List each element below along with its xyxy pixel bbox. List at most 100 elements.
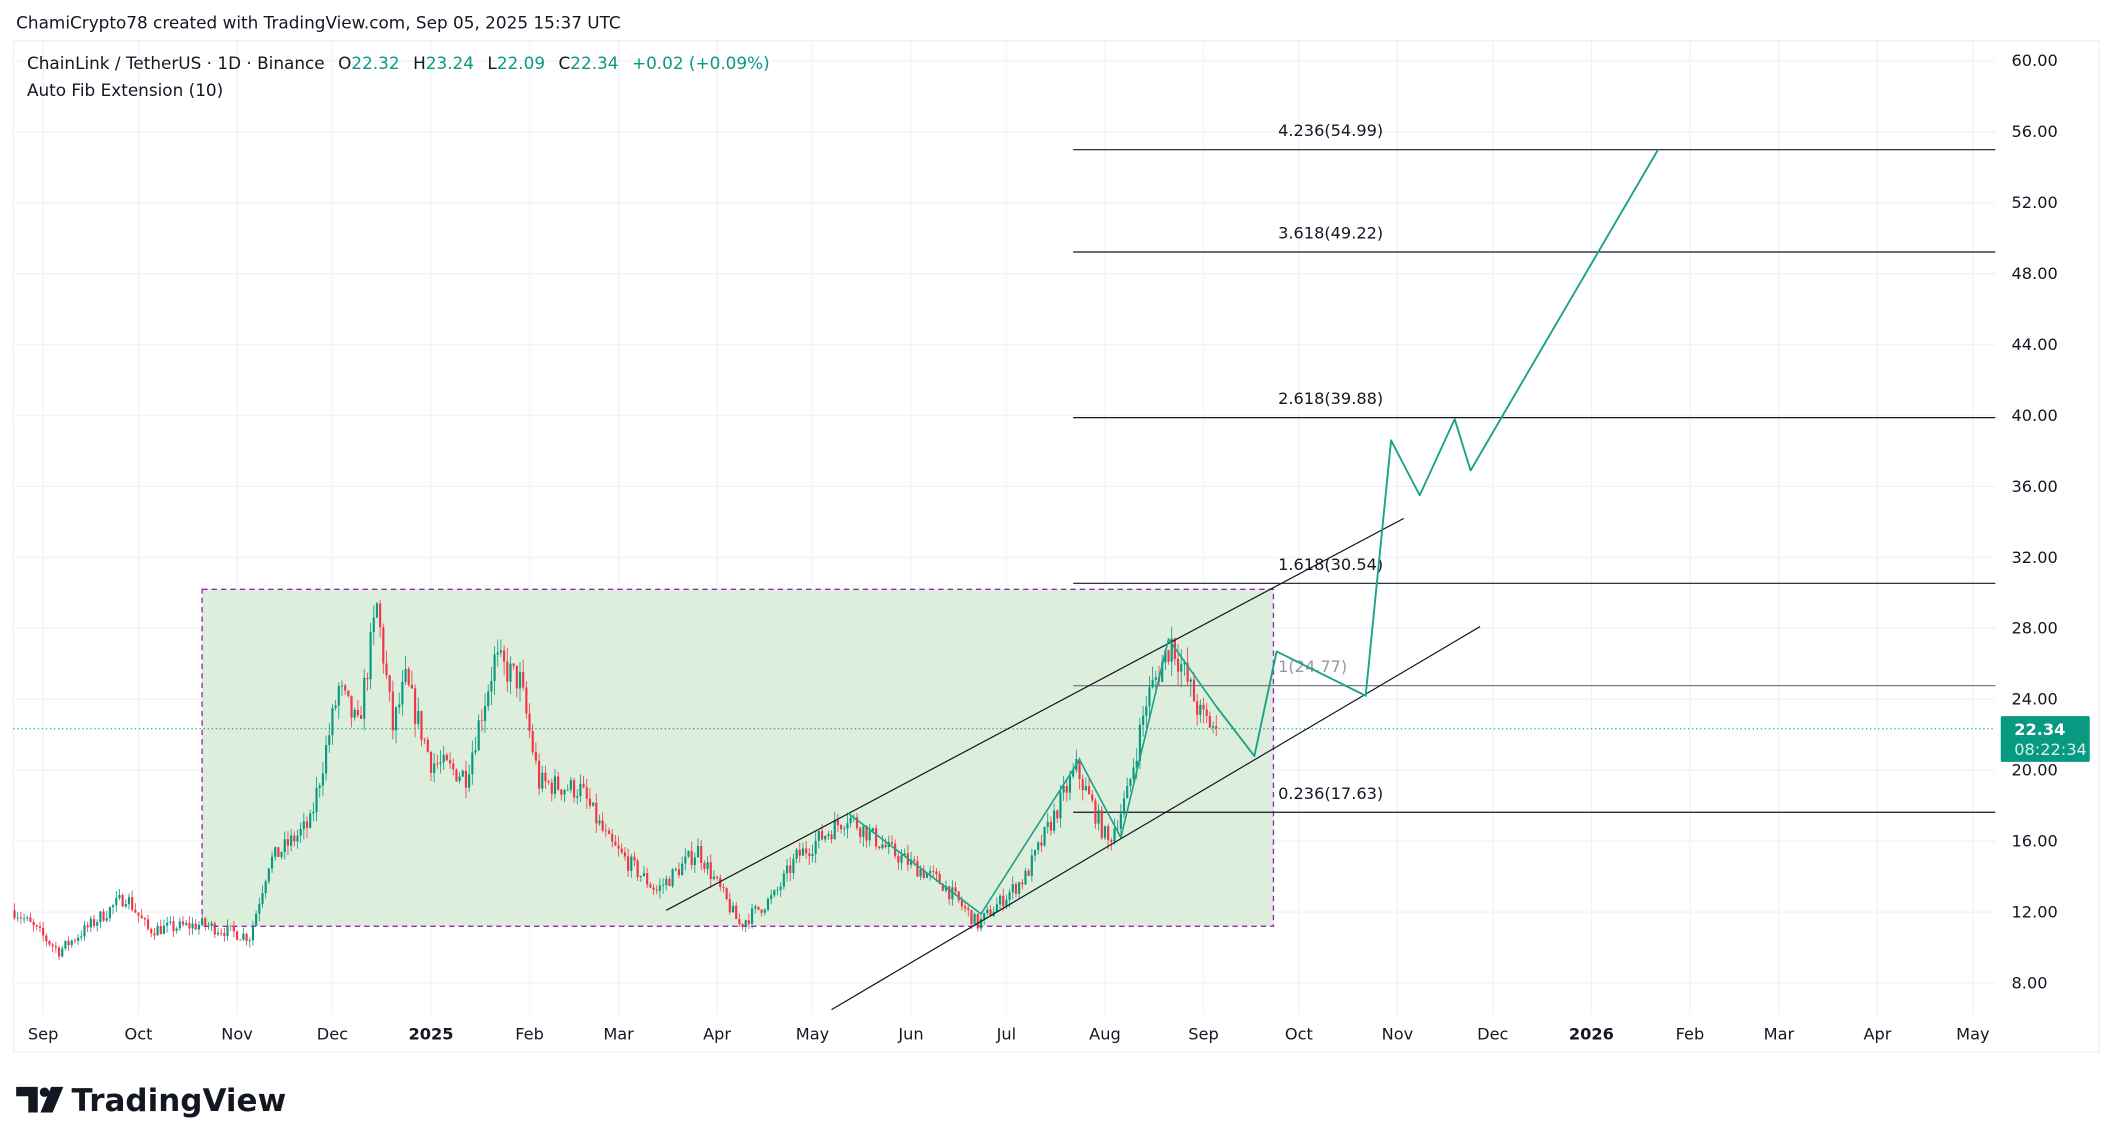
candle-body xyxy=(1126,786,1129,799)
candle-body xyxy=(824,835,827,840)
candle-down xyxy=(102,908,105,922)
candle-body xyxy=(677,869,681,876)
candle-body xyxy=(337,685,340,706)
candle-down xyxy=(1094,798,1097,829)
candle-body xyxy=(439,762,442,764)
candle-body xyxy=(436,763,439,765)
candle-body xyxy=(1084,786,1087,791)
candle-down xyxy=(607,827,611,835)
candle-body xyxy=(976,913,979,929)
candle-down xyxy=(820,823,824,841)
candle-body xyxy=(480,720,483,722)
candle-down xyxy=(620,843,623,855)
fib-level-label: 4.236(54.99) xyxy=(1278,121,1383,140)
candle-body xyxy=(242,933,245,940)
candle-body xyxy=(1211,726,1215,728)
candle-body xyxy=(261,893,264,904)
indicator-label[interactable]: Auto Fib Extension (10) xyxy=(27,80,223,100)
candle-body xyxy=(964,906,967,909)
candle-down xyxy=(627,848,630,877)
candle-body xyxy=(957,891,960,901)
channel-lower-line[interactable] xyxy=(831,626,1481,1011)
candle-down xyxy=(932,865,935,879)
candle-up xyxy=(264,879,267,899)
candle-up xyxy=(296,829,299,849)
candle-down xyxy=(235,930,239,941)
candle-body xyxy=(1008,892,1011,900)
candle-down xyxy=(131,890,134,912)
candle-body xyxy=(178,921,181,929)
candle-body xyxy=(1116,828,1119,830)
candle-down xyxy=(159,919,162,935)
bar-countdown: 08:22:34 xyxy=(2014,740,2087,759)
candle-body xyxy=(1148,687,1151,707)
candle-down xyxy=(808,848,811,866)
candle-up xyxy=(1037,841,1040,855)
candle-body xyxy=(588,798,592,806)
candle-down xyxy=(544,765,547,789)
tradingview-logo[interactable]: TradingView xyxy=(16,1083,286,1119)
time-tick-label: Apr xyxy=(1864,1025,1892,1044)
time-axis[interactable]: Sep Oct Nov Dec 2025 Feb Mar Apr May Jun Jul Aug Sep… xyxy=(28,1025,1990,1044)
candle-body xyxy=(671,869,674,886)
candle-down xyxy=(153,928,156,941)
fib-zigzag-path[interactable] xyxy=(846,638,1217,915)
fib-extension[interactable]: 4.236(54.99) 3.618(49.22) 2.618(39.88) 1.61… xyxy=(1073,121,1996,813)
candle-body xyxy=(468,774,471,788)
candle-body xyxy=(611,834,614,842)
price-axis[interactable]: 60.00 56.00 52.00 48.00 44.00 40.00 36.00 32.00… xyxy=(2012,51,2058,992)
candle-body xyxy=(633,856,636,861)
candle-body xyxy=(404,668,407,683)
candle-body xyxy=(499,650,503,653)
candle-body xyxy=(785,865,789,874)
candle-up xyxy=(1018,881,1021,899)
candle-body xyxy=(433,763,436,773)
close-value: 22.34 xyxy=(570,53,618,73)
time-tick-label: Dec xyxy=(1477,1025,1508,1044)
candle-body xyxy=(172,921,175,931)
time-tick-label: Feb xyxy=(1676,1025,1705,1044)
symbol-title: ChainLink / TetherUS · 1D · Binance xyxy=(27,53,325,73)
candle-body xyxy=(340,685,344,687)
price-tick-label: 24.00 xyxy=(2012,690,2058,709)
drawings[interactable] xyxy=(665,149,1659,1011)
candle-up xyxy=(16,912,19,922)
candle-up xyxy=(499,639,503,658)
candle-body xyxy=(1046,821,1049,827)
candle-body xyxy=(744,920,747,927)
range-box-rect[interactable] xyxy=(201,588,1275,927)
candle-body xyxy=(1040,842,1043,846)
candle-body xyxy=(805,848,808,854)
candle-up xyxy=(83,920,86,941)
projection-path[interactable] xyxy=(1215,149,1659,757)
candle-up xyxy=(979,914,983,932)
candle-body xyxy=(779,886,782,890)
candle-down xyxy=(967,905,970,917)
candle-up xyxy=(696,838,700,858)
candle-body xyxy=(1119,813,1122,829)
channel-upper-line[interactable] xyxy=(665,517,1405,911)
range-box[interactable] xyxy=(201,588,1275,927)
candle-body xyxy=(102,911,105,921)
candle-body xyxy=(1180,664,1183,672)
candle-up xyxy=(751,903,754,929)
candle-body xyxy=(232,925,235,932)
candle-down xyxy=(614,834,617,847)
candle-body xyxy=(830,834,833,840)
candle-up xyxy=(785,859,789,882)
candle-down xyxy=(229,925,232,931)
candle-up xyxy=(401,670,404,716)
candle-body xyxy=(970,910,973,925)
candle-up xyxy=(681,856,684,876)
candle-up xyxy=(843,825,846,837)
candle-body xyxy=(1059,792,1062,819)
candle-up xyxy=(693,852,696,873)
candle-body xyxy=(576,796,579,798)
candle-body xyxy=(410,684,413,689)
candle-down xyxy=(515,665,518,698)
candle-up xyxy=(369,622,372,690)
candle-body xyxy=(865,826,868,841)
candle-body xyxy=(700,846,703,864)
candle-up xyxy=(61,945,64,958)
